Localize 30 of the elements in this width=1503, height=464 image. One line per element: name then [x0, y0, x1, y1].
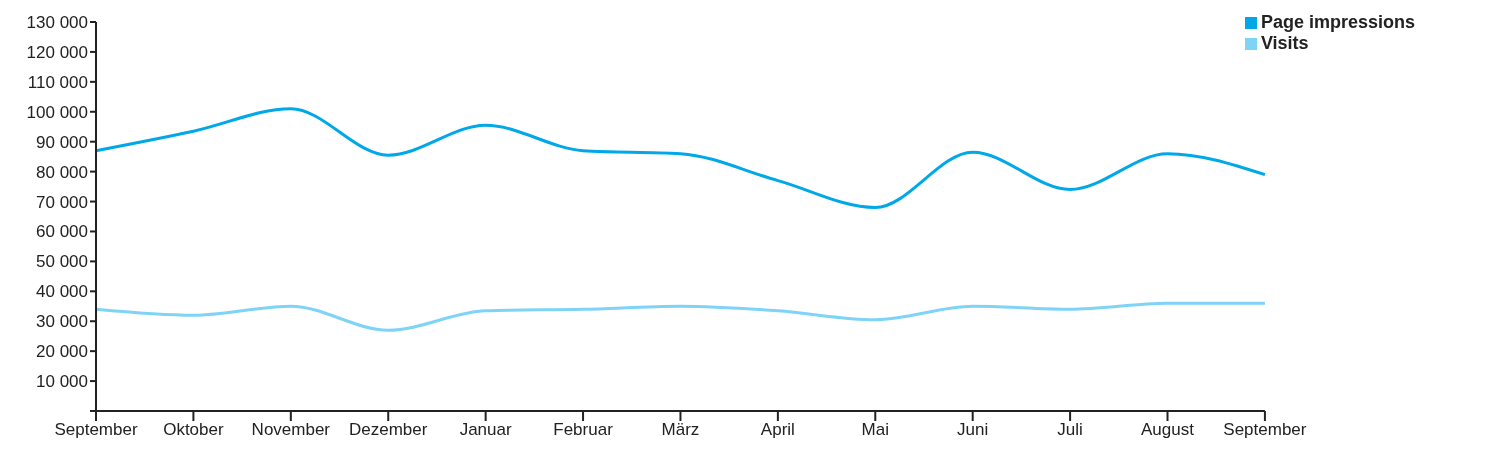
x-tick-label: Juni	[957, 420, 989, 440]
x-tick-label: September	[54, 420, 138, 440]
y-tick-label: 100 000	[26, 102, 88, 122]
y-tick-label: 20 000	[36, 342, 88, 362]
y-tick-label: 90 000	[36, 132, 88, 152]
legend-label: Visits	[1260, 33, 1309, 53]
x-tick-label: Februar	[553, 420, 614, 440]
x-tick-label: Mai	[861, 420, 889, 440]
y-tick-label: 130 000	[26, 13, 88, 33]
y-tick-label: 110 000	[27, 72, 88, 92]
x-tick-label: August	[1141, 420, 1195, 440]
y-tick-label: 50 000	[36, 252, 88, 272]
y-tick-label: 60 000	[36, 222, 88, 242]
y-tick-label: 10 000	[36, 372, 88, 392]
x-tick-label: Januar	[459, 420, 512, 440]
y-tick-label: 70 000	[36, 192, 88, 212]
y-tick-label: 120 000	[26, 42, 88, 62]
x-tick-label: November	[251, 420, 331, 440]
legend-label: Page impressions	[1260, 12, 1415, 32]
x-tick-label: Dezember	[349, 420, 428, 440]
x-tick-label: März	[661, 420, 700, 440]
y-tick-label: 80 000	[36, 162, 88, 182]
line-series	[94, 107, 1267, 210]
y-tick-label: 40 000	[36, 282, 88, 302]
x-tick-label: September	[1223, 420, 1307, 440]
y-tick-label: 30 000	[36, 312, 88, 332]
line-series	[94, 301, 1267, 332]
x-tick-label: Juli	[1057, 420, 1083, 440]
x-tick-label: April	[760, 420, 795, 440]
x-tick-label: Oktober	[163, 420, 224, 440]
